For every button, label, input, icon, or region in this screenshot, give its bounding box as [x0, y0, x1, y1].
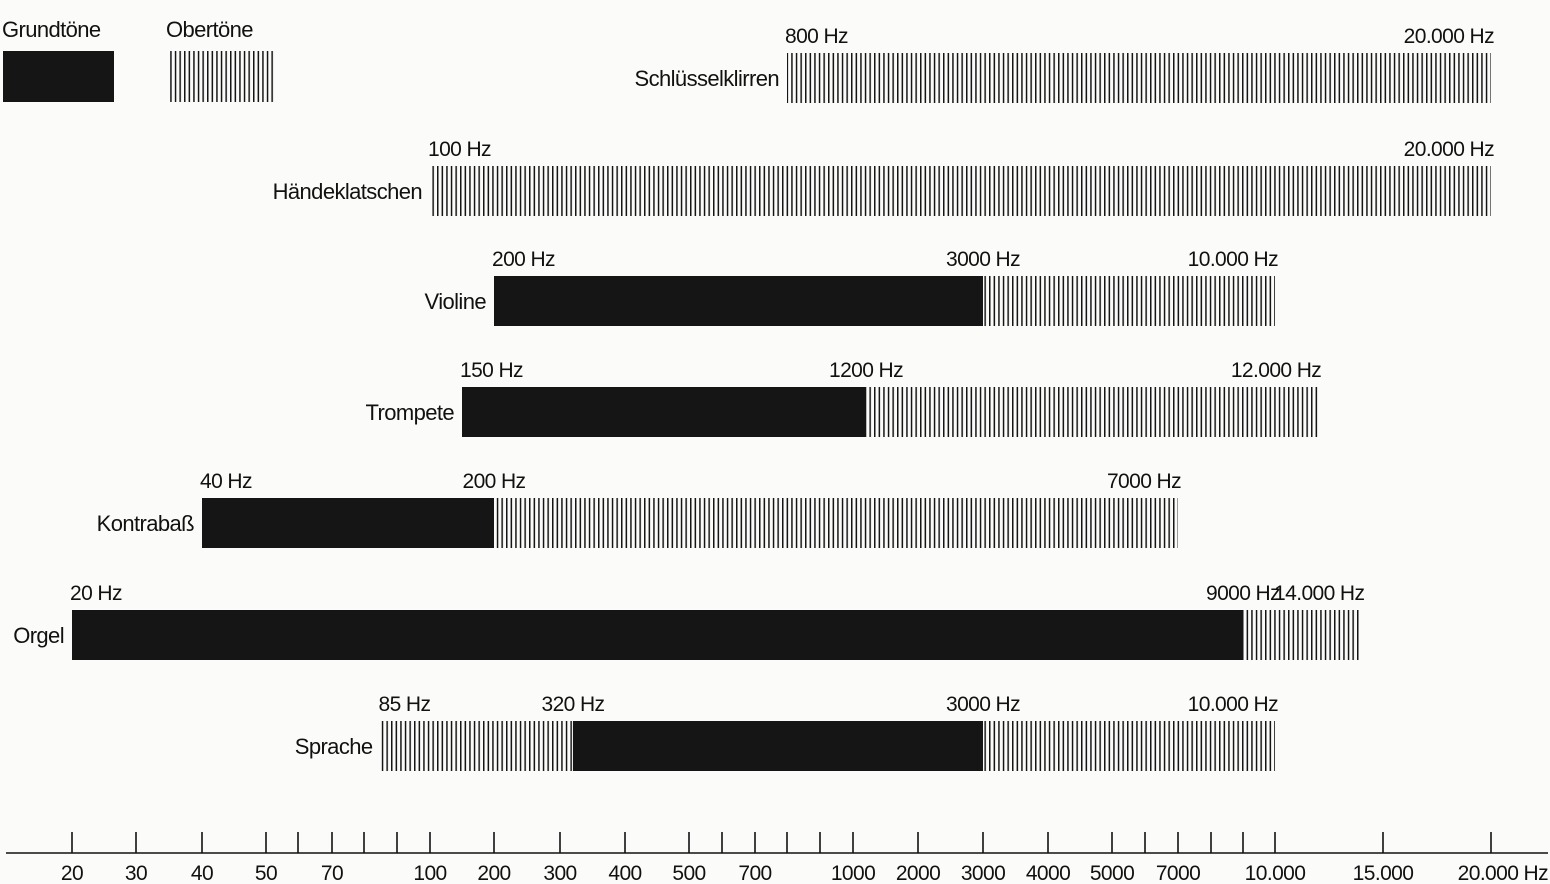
x-tick-label: 40	[191, 862, 213, 884]
series-name-violine: Violine	[425, 289, 487, 314]
series-name-trompete: Trompete	[365, 400, 454, 425]
series-name-schluesselklirren: Schlüsselklirren	[635, 66, 779, 91]
frequency-label: 100 Hz	[428, 138, 491, 161]
legend: Grundtöne Obertöne	[2, 17, 275, 102]
fundamental-bar-kontrabass	[202, 498, 494, 548]
overtone-bar-violine	[983, 276, 1275, 326]
x-tick-label: 700	[738, 862, 771, 884]
frequency-label: 14.000 Hz	[1274, 582, 1364, 605]
x-tick-label: 4000	[1026, 862, 1070, 884]
legend-fundamental-swatch	[3, 51, 114, 102]
x-axis: 20 30 40 50 70 100 200 300 400 500 700 1000 2000 3000…	[6, 832, 1549, 884]
x-tick-label: 100	[413, 862, 446, 884]
fundamental-bar-sprache	[573, 721, 983, 771]
x-tick-label: 3000	[961, 862, 1005, 884]
frequency-label: 9000 Hz	[1206, 582, 1280, 605]
row-haendeklatschen: Händeklatschen 100 Hz 20.000 Hz	[273, 138, 1495, 216]
frequency-label: 800 Hz	[785, 25, 848, 48]
row-schluesselklirren: Schlüsselklirren 800 Hz 20.000 Hz	[635, 25, 1495, 103]
series-name-haendeklatschen: Händeklatschen	[273, 179, 422, 204]
x-tick-label: 50	[255, 862, 277, 884]
frequency-label: 3000 Hz	[946, 248, 1020, 271]
x-tick-label: 20.000 Hz	[1458, 862, 1548, 884]
x-tick-label: 7000	[1156, 862, 1200, 884]
overtone-bar-haendeklatschen	[430, 166, 1491, 216]
overtone-bar-kontrabass	[494, 498, 1178, 548]
x-tick-label: 500	[672, 862, 705, 884]
frequency-label: 1200 Hz	[829, 359, 903, 382]
x-tick-label: 15.000	[1353, 862, 1414, 884]
x-tick-label: 200	[477, 862, 510, 884]
frequency-label: 10.000 Hz	[1188, 693, 1278, 716]
frequency-label: 85 Hz	[379, 693, 431, 716]
frequency-label: 320 Hz	[542, 693, 605, 716]
fundamental-bar-trompete	[462, 387, 866, 437]
frequency-label: 40 Hz	[200, 470, 252, 493]
frequency-label: 7000 Hz	[1107, 470, 1181, 493]
frequency-label: 20.000 Hz	[1404, 25, 1494, 48]
legend-overtone-label: Obertöne	[166, 17, 253, 42]
frequency-label: 10.000 Hz	[1188, 248, 1278, 271]
overtone-bar-sprache	[380, 721, 573, 771]
legend-overtone-swatch	[168, 51, 275, 102]
x-tick-label: 2000	[896, 862, 940, 884]
frequency-label: 20.000 Hz	[1404, 138, 1494, 161]
series-name-sprache: Sprache	[295, 734, 373, 759]
frequency-label: 20 Hz	[70, 582, 122, 605]
frequency-label: 200 Hz	[463, 470, 526, 493]
frequency-label: 200 Hz	[492, 248, 555, 271]
row-trompete: Trompete 150 Hz 1200 Hz 12.000 Hz	[365, 359, 1322, 437]
overtone-bar-orgel	[1243, 610, 1362, 660]
series-name-kontrabass: Kontrabaß	[97, 511, 194, 536]
frequency-label: 150 Hz	[460, 359, 523, 382]
overtone-bar-schluesselklirren	[787, 53, 1491, 103]
x-tick-label: 5000	[1090, 862, 1134, 884]
x-tick-label: 10.000	[1245, 862, 1306, 884]
x-tick-label: 70	[321, 862, 343, 884]
legend-fundamental-label: Grundtöne	[2, 17, 101, 42]
row-sprache: Sprache 85 Hz 320 Hz 3000 Hz 10.000 Hz	[295, 693, 1279, 771]
frequency-label: 12.000 Hz	[1231, 359, 1321, 382]
x-tick-label: 20	[61, 862, 83, 884]
fundamental-bar-violine	[494, 276, 983, 326]
x-tick-label: 30	[125, 862, 147, 884]
frequency-label: 3000 Hz	[946, 693, 1020, 716]
fundamental-bar-orgel	[72, 610, 1243, 660]
overtone-bar-trompete	[866, 387, 1319, 437]
overtone-bar-sprache	[983, 721, 1275, 771]
x-axis-tick-labels: 20 30 40 50 70 100 200 300 400 500 700 1000 2000 3000…	[61, 862, 1549, 884]
x-tick-label: 400	[608, 862, 641, 884]
x-tick-label: 1000	[831, 862, 875, 884]
row-kontrabass: Kontrabaß 40 Hz 200 Hz 7000 Hz	[97, 470, 1182, 548]
x-tick-label: 300	[543, 862, 576, 884]
x-axis-ticks	[71, 832, 1492, 853]
series-name-orgel: Orgel	[13, 623, 64, 648]
